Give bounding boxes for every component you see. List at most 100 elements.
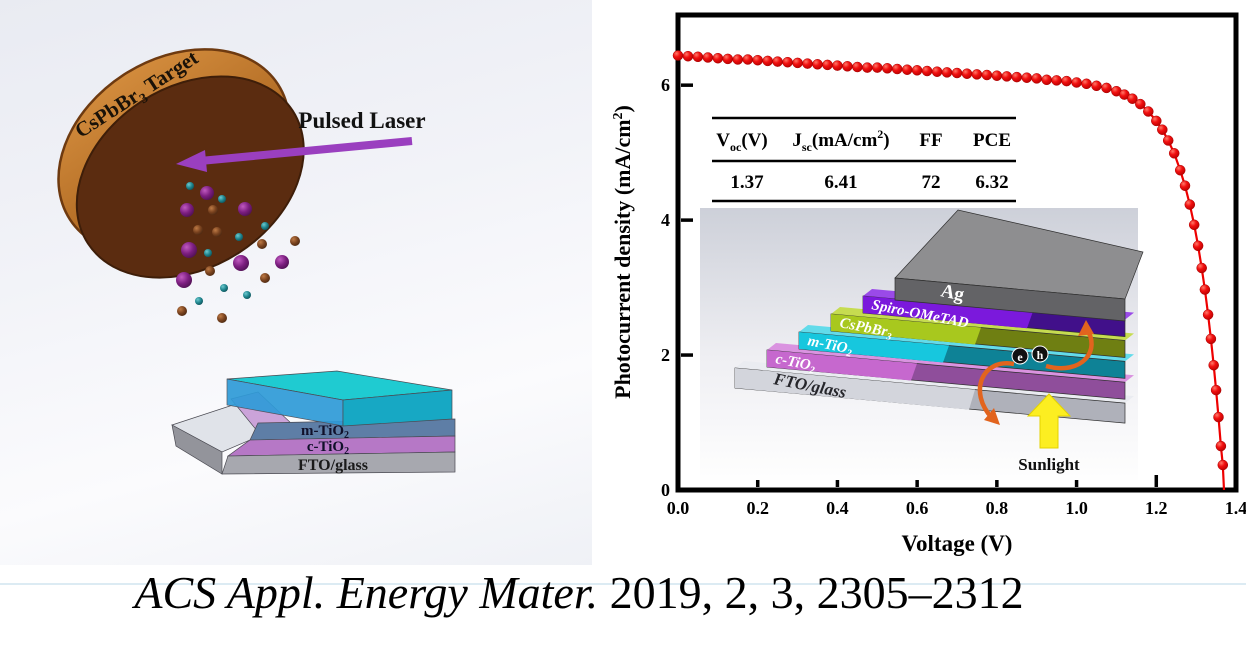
data-point-marker <box>832 60 843 71</box>
data-point-marker <box>752 54 763 66</box>
ablation-particle <box>260 273 270 283</box>
data-point-marker <box>921 65 933 77</box>
data-point-marker <box>772 56 783 67</box>
citation-journal: ACS Appl. Energy Mater. <box>134 567 599 618</box>
data-point-marker <box>1215 440 1227 452</box>
ablation-particle <box>200 186 214 200</box>
data-point-marker <box>911 65 923 76</box>
data-point-marker <box>1071 77 1082 88</box>
data-point-marker <box>1051 75 1062 86</box>
y-tick-label: 2 <box>661 345 670 365</box>
m-tio2-front-bright <box>799 332 949 363</box>
data-point-marker <box>852 61 863 73</box>
ablation-particle <box>243 291 251 299</box>
electron-arrowhead <box>984 408 1000 425</box>
cspbbr3-front-bright <box>831 314 981 345</box>
target-disk: CsPbBr3 Target <box>57 45 305 279</box>
data-point-marker <box>1041 74 1052 86</box>
data-point-marker <box>931 66 943 77</box>
electron-arrow <box>977 361 1015 420</box>
data-point-marker <box>951 67 963 79</box>
ablation-particle <box>208 205 218 215</box>
ablation-particles <box>176 182 300 323</box>
data-point-marker <box>822 59 833 71</box>
ag-label: Ag <box>939 280 967 305</box>
data-point-marker <box>901 64 913 75</box>
jv-chart: Photocurrent density (mA/cm2) Voltage (V… <box>610 12 1246 556</box>
data-point-marker <box>971 69 983 80</box>
mtio2-front-right-face <box>342 389 453 427</box>
citation-detail: 2019, 2, 3, 2305–2312 <box>598 567 1024 618</box>
x-tick-label: 0.8 <box>986 498 1009 518</box>
sunlight-indicator: Sunlight <box>1018 393 1080 474</box>
data-point-marker <box>1081 78 1092 90</box>
device-inset: FTO/glassc-TiO2m-TiO2CsPbBr3Spiro-OMeTAD… <box>700 208 1144 480</box>
data-point-marker <box>742 54 754 65</box>
pld-schematic-panel: CsPbBr3 Target Pulsed Laser <box>0 0 592 565</box>
data-point-marker <box>1217 459 1229 471</box>
hole-label: h <box>1037 348 1044 362</box>
ctio2-label: c-TiO2 <box>307 439 349 457</box>
electron-circle <box>1011 347 1029 365</box>
data-point-marker <box>961 68 973 79</box>
data-point-marker <box>1188 219 1200 231</box>
data-point-marker <box>1184 199 1196 210</box>
glass-front-band <box>221 451 456 475</box>
data-point-marker <box>1157 124 1168 135</box>
ablation-particle <box>218 195 226 203</box>
spiro-front-bright <box>863 296 1033 329</box>
data-point-marker <box>1205 333 1217 345</box>
data-point-marker <box>712 52 724 64</box>
table-header-pce: PCE <box>973 130 1011 151</box>
ablation-particle <box>193 225 203 235</box>
performance-table: Voc(V) Jsc(mA/cm2) FF PCE 1.37 6.41 72 6… <box>712 116 1016 203</box>
data-point-marker <box>1001 71 1013 82</box>
data-point-marker <box>792 57 803 69</box>
table-header-ff: FF <box>919 130 942 151</box>
table-value-voc: 1.37 <box>730 172 764 193</box>
data-point-marker <box>762 55 773 67</box>
ablation-particle <box>186 182 194 190</box>
ablation-particle <box>257 239 267 249</box>
table-header-jsc: Jsc(mA/cm2) <box>792 127 889 154</box>
charge-transfer: e h <box>977 320 1094 425</box>
hole-circle <box>1031 345 1049 363</box>
data-point-marker <box>1210 384 1222 396</box>
ablation-particle <box>181 242 197 258</box>
data-point-marker <box>1101 82 1112 94</box>
ablation-particle <box>180 203 194 217</box>
target-disk-face <box>75 75 305 279</box>
data-point-marker <box>1127 93 1138 104</box>
x-tick-label: 0.4 <box>826 498 849 518</box>
data-point-marker <box>1196 262 1207 274</box>
data-point-marker <box>1011 71 1023 83</box>
data-point-marker <box>891 63 903 75</box>
ablation-particle <box>235 233 243 241</box>
y-tick-label: 0 <box>661 480 670 500</box>
table-value-pce: 6.32 <box>975 172 1008 193</box>
x-tick-label: 1.2 <box>1145 498 1168 518</box>
ag-front-face <box>894 277 1126 322</box>
ablation-particle <box>238 202 252 216</box>
data-point-marker <box>1143 106 1154 117</box>
ablation-particle <box>176 272 192 288</box>
ablation-particle <box>205 266 215 276</box>
device-layers: FTO/glassc-TiO2m-TiO2CsPbBr3Spiro-OMeTAD… <box>734 209 1144 424</box>
c-tio2-label: c-TiO2 <box>774 351 817 376</box>
citation: ACS Appl. Energy Mater. 2019, 2, 3, 2305… <box>0 566 1158 619</box>
data-point-marker <box>1162 135 1174 146</box>
sunlight-label: Sunlight <box>1018 455 1080 474</box>
data-point-marker <box>802 58 813 69</box>
data-point-marker <box>702 52 714 63</box>
data-point-marker <box>722 53 734 65</box>
data-point-marker <box>1192 240 1204 252</box>
axis-ticks: 0.0 0.2 0.4 0.6 0.8 1.0 1.2 1.4 0 2 4 6 <box>661 75 1246 518</box>
x-tick-label: 0.0 <box>667 498 690 518</box>
ablation-particle <box>233 255 249 271</box>
data-point-marker <box>842 61 853 72</box>
pulsed-laser-arrow <box>176 137 413 172</box>
laser-arrowhead <box>176 150 207 172</box>
table-value-ff: 72 <box>922 172 941 193</box>
data-point-marker <box>1061 75 1072 87</box>
